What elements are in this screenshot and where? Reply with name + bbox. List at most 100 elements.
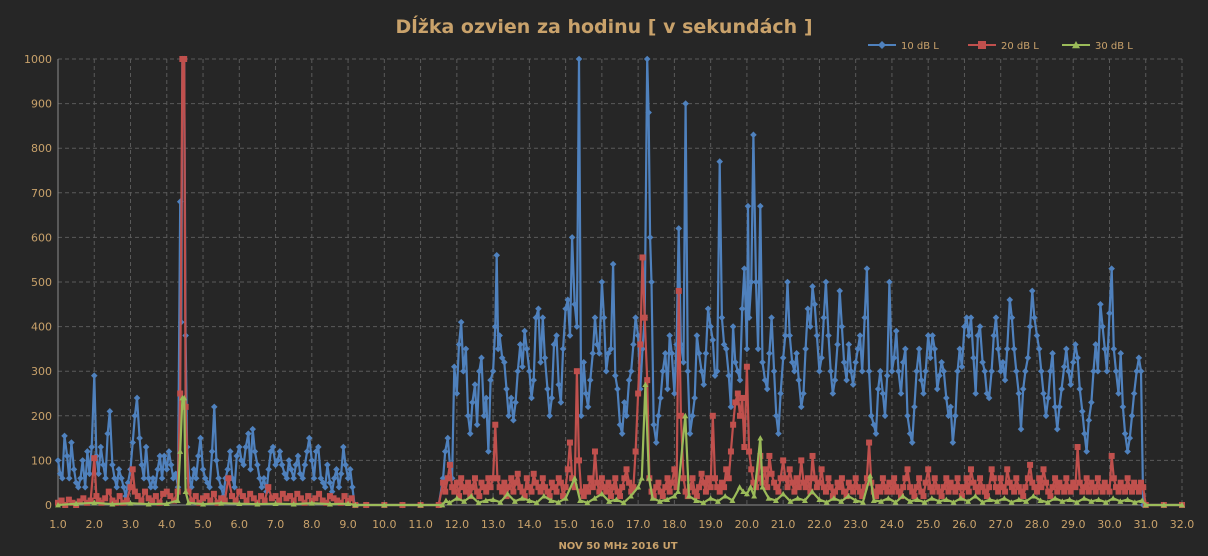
data-point bbox=[494, 345, 502, 353]
data-point bbox=[61, 432, 68, 440]
data-point bbox=[1179, 502, 1185, 508]
data-point bbox=[136, 434, 143, 442]
data-point bbox=[689, 412, 696, 420]
data-point bbox=[1138, 479, 1145, 486]
data-point bbox=[899, 493, 906, 499]
data-point bbox=[1131, 499, 1138, 505]
data-point bbox=[532, 314, 540, 321]
data-point bbox=[226, 448, 234, 455]
data-point bbox=[772, 412, 780, 420]
data-point bbox=[797, 403, 805, 411]
data-point bbox=[1035, 345, 1043, 353]
data-point bbox=[575, 55, 583, 63]
data-point bbox=[1011, 488, 1018, 495]
data-point bbox=[1088, 479, 1095, 486]
data-point bbox=[1085, 416, 1093, 424]
data-point bbox=[138, 461, 146, 469]
data-point bbox=[541, 484, 548, 491]
data-point bbox=[1090, 484, 1097, 491]
data-point bbox=[1051, 403, 1059, 411]
data-point bbox=[1097, 484, 1104, 491]
data-point bbox=[1140, 484, 1147, 491]
chart-title: Dĺžka ozvien za hodinu [ v sekundách ] bbox=[396, 15, 813, 38]
data-point bbox=[845, 479, 852, 486]
data-point bbox=[105, 488, 112, 495]
data-point bbox=[512, 479, 519, 486]
data-point bbox=[782, 475, 789, 482]
data-point bbox=[1020, 493, 1027, 500]
data-point bbox=[1031, 314, 1038, 321]
data-point bbox=[496, 332, 503, 339]
data-point bbox=[700, 381, 708, 388]
data-point bbox=[938, 493, 945, 500]
data-point bbox=[1067, 488, 1074, 495]
data-point bbox=[958, 493, 965, 500]
data-point bbox=[1056, 479, 1063, 486]
data-point bbox=[621, 475, 628, 482]
data-point bbox=[63, 452, 71, 460]
data-point bbox=[109, 461, 116, 469]
data-point bbox=[1052, 475, 1059, 482]
data-point bbox=[149, 474, 157, 482]
data-point bbox=[1054, 488, 1061, 495]
x-tick-label: 7.0 bbox=[267, 518, 285, 531]
data-point bbox=[294, 452, 302, 460]
data-point bbox=[794, 495, 801, 501]
data-point bbox=[958, 363, 966, 371]
data-point bbox=[87, 497, 94, 504]
data-point bbox=[113, 499, 120, 506]
data-point bbox=[555, 499, 562, 505]
data-point bbox=[693, 332, 701, 339]
data-point bbox=[1103, 484, 1110, 491]
data-point bbox=[163, 466, 171, 473]
data-point bbox=[775, 430, 782, 437]
x-tick-label: 4.0 bbox=[158, 518, 176, 531]
data-point bbox=[444, 475, 451, 482]
data-point bbox=[77, 474, 84, 482]
data-point bbox=[918, 488, 925, 495]
data-point bbox=[992, 484, 999, 491]
data-point bbox=[830, 495, 837, 501]
data-point bbox=[623, 466, 630, 473]
data-point bbox=[345, 497, 352, 504]
x-axis-ticks: 1.0 2.0 3.0 4.0 5.0 6.0 7.0 8.0 9.0 10.0 11.0 12.0 1… bbox=[49, 518, 1194, 531]
data-point bbox=[497, 499, 504, 505]
x-tick-label: 26.0 bbox=[952, 518, 977, 531]
series-2 bbox=[55, 381, 1185, 508]
data-point bbox=[700, 479, 707, 486]
data-point bbox=[827, 484, 834, 491]
data-point bbox=[519, 488, 526, 495]
x-tick-label: 18.0 bbox=[662, 518, 687, 531]
data-point bbox=[791, 488, 798, 495]
data-point bbox=[875, 484, 882, 491]
data-point bbox=[655, 412, 662, 420]
data-point bbox=[1002, 488, 1009, 495]
data-point bbox=[772, 497, 779, 503]
data-point bbox=[689, 475, 696, 482]
data-point bbox=[858, 367, 866, 375]
data-point bbox=[207, 497, 214, 504]
data-point bbox=[863, 265, 871, 272]
data-point bbox=[514, 470, 521, 477]
data-point bbox=[142, 488, 149, 495]
data-point bbox=[1128, 488, 1135, 495]
data-point bbox=[1121, 430, 1129, 437]
data-point bbox=[1139, 497, 1146, 503]
data-point bbox=[449, 484, 456, 491]
data-point bbox=[292, 461, 300, 469]
data-point bbox=[691, 394, 698, 402]
data-point bbox=[722, 493, 729, 499]
data-point bbox=[972, 493, 979, 499]
data-point bbox=[1022, 484, 1029, 491]
data-point bbox=[664, 475, 671, 482]
data-point bbox=[606, 498, 613, 504]
data-point bbox=[730, 421, 737, 428]
x-tick-label: 27.0 bbox=[988, 518, 1013, 531]
data-point bbox=[235, 443, 243, 451]
data-point bbox=[200, 501, 207, 507]
data-point bbox=[1022, 367, 1029, 375]
y-tick-label: 700 bbox=[31, 187, 52, 200]
data-point bbox=[1113, 484, 1120, 491]
data-point bbox=[1031, 484, 1038, 491]
data-point bbox=[1073, 499, 1080, 505]
